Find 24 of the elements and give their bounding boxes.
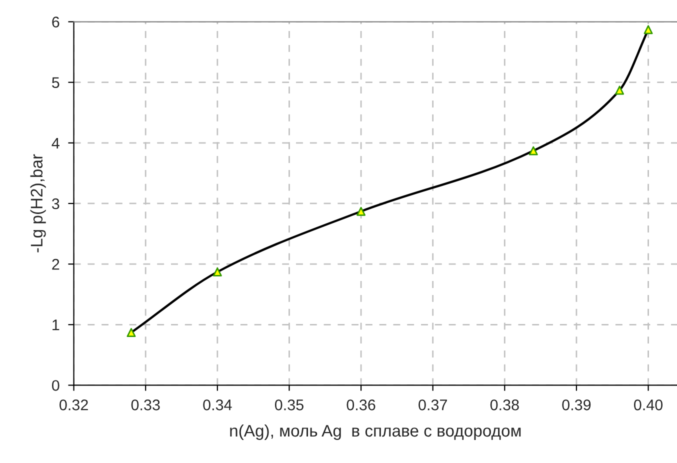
point xyxy=(644,25,653,34)
x-tick-label: 0.33 xyxy=(131,400,160,410)
y-tick-label: 3 xyxy=(52,198,60,210)
y-tick-label: 4 xyxy=(52,138,60,148)
y-tick-label: 1 xyxy=(52,320,60,330)
point xyxy=(528,146,538,156)
point xyxy=(356,206,366,216)
y-tick-label: 5 xyxy=(52,77,60,88)
x-tick-label: 0.37 xyxy=(418,400,447,410)
point xyxy=(212,267,222,276)
x-tick-label: 0.39 xyxy=(562,400,591,410)
y-tick-label: 0 xyxy=(52,380,60,391)
x-tick-label: 0.32 xyxy=(60,400,88,410)
x-tick-label: 0.40 xyxy=(634,400,663,410)
x-tick-label: 0.36 xyxy=(346,400,376,410)
point xyxy=(615,86,624,95)
point xyxy=(126,328,136,338)
y-tick-label: 6 xyxy=(52,16,60,28)
x-tick-label: 0.35 xyxy=(274,400,304,410)
x-tick-label: 0.38 xyxy=(490,400,519,410)
x-axis-title: n(Ag), моль Ag в сплаве с водородом xyxy=(230,424,521,440)
y-axis-title: -Lg p(H2),bar xyxy=(30,154,46,252)
y-tick-label: 2 xyxy=(52,258,60,270)
x-tick-label: 0.34 xyxy=(203,400,232,410)
